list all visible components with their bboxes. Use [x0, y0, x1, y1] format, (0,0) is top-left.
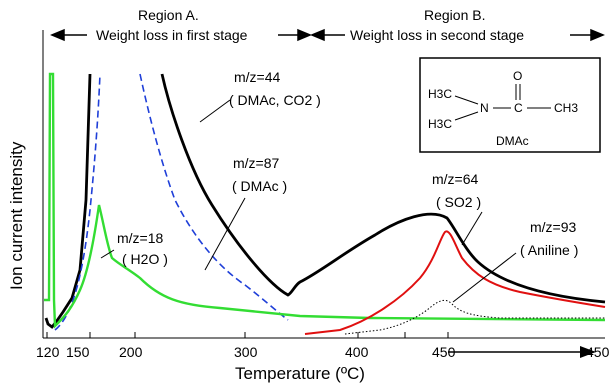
- x-tick-label: 450: [432, 344, 456, 360]
- series-line-mz93: [344, 299, 605, 335]
- inset-c-atom: C: [514, 101, 523, 115]
- x-axis-label: Temperature (ºC): [235, 364, 365, 383]
- inset-ch3: CH3: [554, 101, 578, 115]
- series-label-mz93: m/z=93: [530, 219, 577, 235]
- x-tick-label: 400: [345, 344, 369, 360]
- region-a-title: Region A.: [138, 7, 199, 23]
- series-species-mz18: ( H2O ): [122, 251, 168, 267]
- x-tick-label: 200: [119, 344, 143, 360]
- series-labels: m/z=44 ( DMAc, CO2 ) m/z=87 ( DMAc ) m/z…: [117, 69, 578, 267]
- x-ticks: [46, 332, 449, 338]
- series-label-mz64: m/z=64: [432, 171, 479, 187]
- series-line-mz18: [44, 72, 606, 329]
- inset-box: [419, 57, 601, 153]
- x-tick-label: 120: [36, 344, 60, 360]
- series-species-mz44: ( DMAc, CO2 ): [229, 92, 321, 108]
- region-arrows: [50, 28, 605, 42]
- dmac-structure-inset: H3C H3C N C O CH3 DMAc: [419, 57, 601, 153]
- x-continuation-arrow-head: [580, 346, 596, 358]
- y-axis-label: Ion current intensity: [7, 141, 26, 290]
- region-b-title: Region B.: [424, 7, 485, 23]
- x-tick-label: 300: [234, 344, 258, 360]
- series-species-mz87: ( DMAc ): [232, 178, 287, 194]
- inset-caption: DMAc: [496, 134, 529, 148]
- bond-h3c-bottom-n: [454, 111, 479, 121]
- region-a-subtitle: Weight loss in first stage: [96, 27, 248, 43]
- leader-mz93: [452, 252, 517, 303]
- x-tick-label: 450: [586, 344, 610, 360]
- series-species-mz64: ( SO2 ): [436, 194, 481, 210]
- region-b-subtitle: Weight loss in second stage: [350, 27, 524, 43]
- series-label-mz44: m/z=44: [234, 69, 281, 85]
- x-tick-labels: 120 150 200 300 400 450 450: [36, 344, 610, 360]
- leader-mz18: [100, 249, 115, 259]
- leader-mz87: [204, 197, 246, 271]
- series-label-mz18: m/z=18: [117, 230, 164, 246]
- series-species-mz93: ( Aniline ): [520, 242, 578, 258]
- series-line-mz64: [304, 230, 606, 335]
- inset-h3c-top: H3C: [428, 87, 452, 101]
- inset-h3c-bottom: H3C: [428, 117, 452, 131]
- inset-o-atom: O: [513, 69, 522, 83]
- x-tick-label: 150: [66, 344, 90, 360]
- leader-lines: [100, 99, 517, 303]
- series-line-mz44: [44, 73, 606, 329]
- inset-n-atom: N: [480, 101, 489, 115]
- series-label-mz87: m/z=87: [233, 155, 280, 171]
- leader-mz64: [461, 211, 483, 246]
- leader-mz44: [199, 99, 231, 123]
- bond-h3c-top-n: [454, 95, 479, 105]
